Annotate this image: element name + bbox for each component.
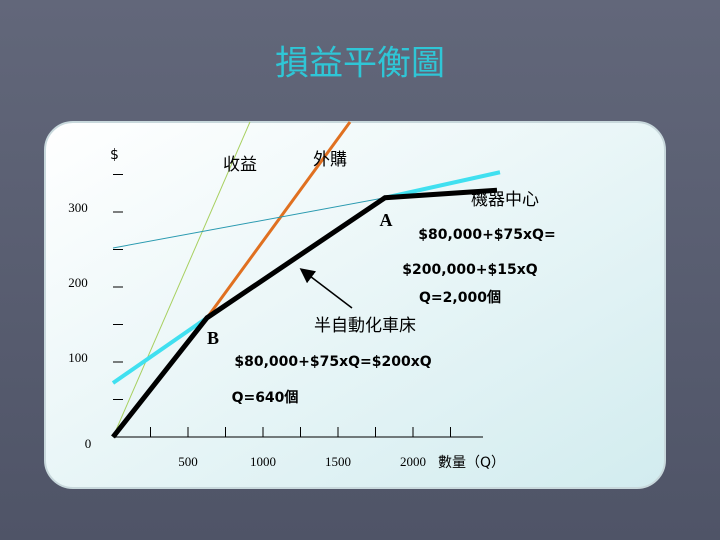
annotation: A [380,210,393,230]
x-tick-label: 2000 [400,454,426,469]
chart-panel [44,121,666,489]
annotation: Q=640個 [232,389,299,406]
series-line [112,121,251,438]
y-tick-label: 0 [85,436,92,451]
annotation: $200,000+$15xQ [402,262,537,278]
annotation: $80,000+$75xQ=$200xQ [234,354,431,370]
series-label: 機器中心 [471,190,539,210]
x-tick-label: 500 [178,454,198,469]
x-axis-label: 數量（Q） [438,455,505,471]
series-line [112,197,386,249]
series-label: 收益 [223,155,257,175]
series-line [111,187,498,439]
annotation: $80,000+$75xQ= [418,227,555,243]
plot: $ 數量（Q） 0 100 200 300 500 1000 1500 2000 收益 外購半自動化車… [68,121,556,471]
y-axis-label: $ [110,147,119,163]
series-label: 外購 [313,150,347,170]
y-tick-label: 100 [68,350,88,365]
x-tick-label: 1500 [325,454,351,469]
arrow [299,268,353,309]
x-tick-label: 1000 [250,454,276,469]
series-line [205,121,352,319]
annotation: B [207,328,219,348]
slide-title: 損益平衡圖 [275,44,445,84]
annotation: Q=2,000個 [419,289,501,306]
series-label: 半自動化車床 [314,316,416,336]
y-tick-label: 300 [68,200,88,215]
y-tick-label: 200 [68,275,88,290]
